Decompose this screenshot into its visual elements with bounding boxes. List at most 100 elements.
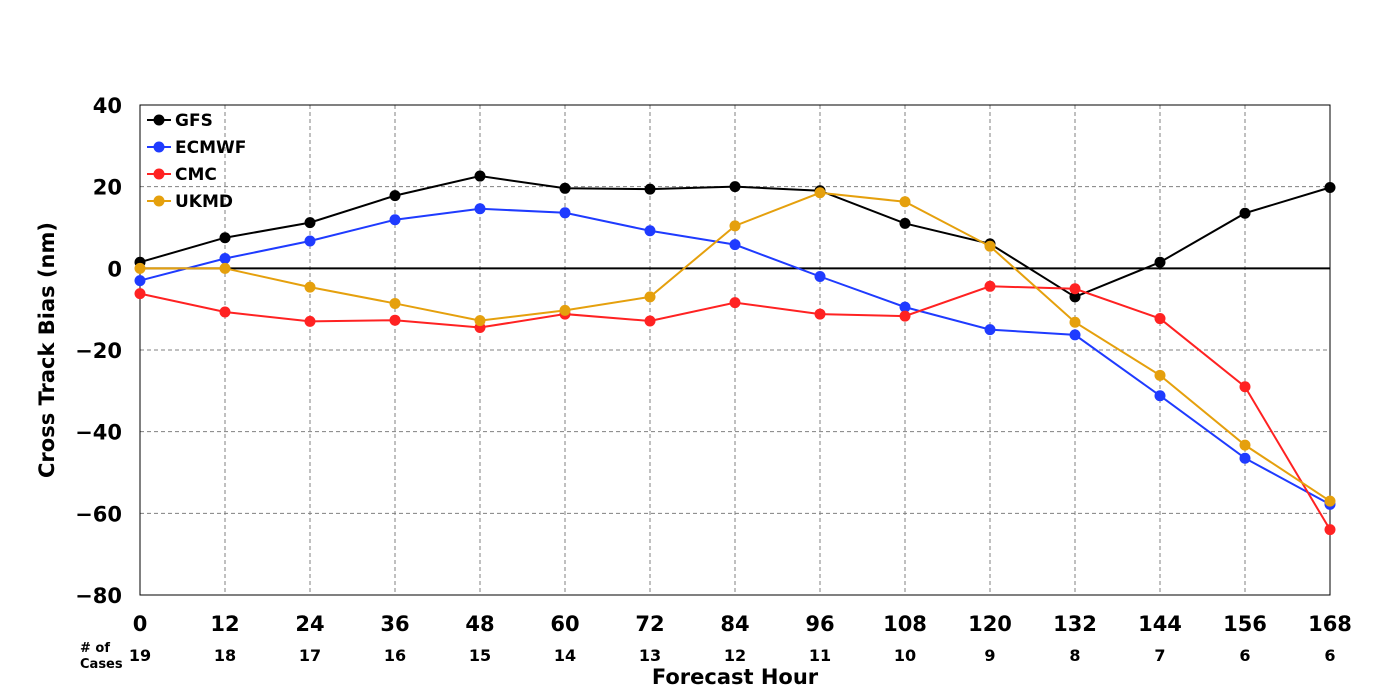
- legend-label-cmc: CMC: [175, 165, 217, 185]
- data-point-gfs-60: [559, 182, 571, 194]
- data-point-ecmwf-48: [474, 203, 486, 215]
- legend-marker-gfs: [153, 114, 165, 126]
- data-point-ukmd-132: [1069, 316, 1081, 328]
- y-tick-label: −80: [75, 584, 122, 608]
- data-point-ukmd-156: [1239, 439, 1251, 451]
- y-axis-title: Cross Track Bias (nm): [35, 222, 59, 478]
- data-point-ukmd-72: [644, 291, 656, 303]
- series-cmc: [134, 280, 1336, 536]
- data-point-ecmwf-132: [1069, 329, 1081, 341]
- case-count: 19: [129, 646, 151, 665]
- legend-item-ecmwf: ECMWF: [147, 138, 246, 158]
- case-count: 14: [554, 646, 576, 665]
- data-point-cmc-168: [1324, 524, 1336, 536]
- legend-item-cmc: CMC: [147, 165, 217, 185]
- y-tick-label: −40: [75, 421, 122, 445]
- case-count: 9: [984, 646, 995, 665]
- x-tick-label: 168: [1308, 612, 1352, 636]
- data-point-ukmd-84: [729, 220, 741, 232]
- x-tick-label: 156: [1223, 612, 1267, 636]
- data-point-ecmwf-144: [1154, 390, 1166, 402]
- data-point-ukmd-48: [474, 315, 486, 327]
- case-count: 11: [809, 646, 831, 665]
- data-point-cmc-72: [644, 315, 656, 327]
- data-point-gfs-156: [1239, 207, 1251, 219]
- data-point-ecmwf-108: [899, 301, 911, 313]
- tick-labels: 0 12 24 36 48 60 72 84 96 108 120 132 144 156 168 40 20 0…: [75, 94, 1352, 636]
- data-point-ukmd-144: [1154, 369, 1166, 381]
- data-point-gfs-24: [304, 217, 316, 229]
- legend-marker-ecmwf: [153, 141, 165, 153]
- data-point-cmc-108: [899, 310, 911, 322]
- data-point-ecmwf-60: [559, 207, 571, 219]
- data-point-gfs-48: [474, 170, 486, 182]
- grid-lines: [140, 105, 1330, 595]
- legend: GFS ECMWF CMC UKMD: [147, 111, 246, 212]
- data-point-ukmd-120: [984, 240, 996, 252]
- x-tick-label: 36: [380, 612, 409, 636]
- data-point-cmc-144: [1154, 313, 1166, 325]
- legend-marker-ukmd: [153, 195, 165, 207]
- data-point-ukmd-12: [219, 262, 231, 274]
- x-tick-label: 0: [133, 612, 148, 636]
- y-tick-label: 0: [107, 257, 122, 281]
- plot-frame: [139, 104, 1331, 596]
- data-point-cmc-120: [984, 280, 996, 292]
- series-line-gfs: [139, 175, 1331, 299]
- series-ukmd: [134, 187, 1336, 507]
- data-point-ukmd-36: [389, 297, 401, 309]
- legend-item-gfs: GFS: [147, 111, 213, 131]
- data-point-ecmwf-0: [134, 275, 146, 287]
- data-point-gfs-12: [219, 232, 231, 244]
- case-count: 18: [214, 646, 236, 665]
- legend-marker-cmc: [153, 168, 165, 180]
- data-point-ecmwf-156: [1239, 452, 1251, 464]
- data-point-ecmwf-96: [814, 271, 826, 282]
- data-point-ecmwf-72: [644, 225, 656, 237]
- case-count: 8: [1069, 646, 1080, 665]
- data-point-cmc-84: [729, 297, 741, 309]
- data-point-cmc-0: [134, 288, 146, 300]
- data-point-ecmwf-84: [729, 239, 741, 251]
- case-count: 6: [1324, 646, 1335, 665]
- data-point-ecmwf-36: [389, 214, 401, 226]
- legend-item-ukmd: UKMD: [147, 192, 233, 212]
- data-point-gfs-168: [1324, 181, 1336, 193]
- data-point-gfs-132: [1069, 291, 1081, 303]
- data-point-ukmd-0: [134, 262, 146, 274]
- data-point-gfs-72: [644, 183, 656, 195]
- case-count: 10: [894, 646, 916, 665]
- case-counts: # of Cases 19 18 17 16 15 14 13 12 11 10 9 8 7 6 6: [80, 641, 1336, 672]
- x-tick-label: 72: [635, 612, 664, 636]
- data-point-cmc-132: [1069, 283, 1081, 295]
- x-tick-label: 132: [1053, 612, 1097, 636]
- x-tick-label: 24: [295, 612, 324, 636]
- legend-label-gfs: GFS: [175, 111, 213, 131]
- data-point-ecmwf-120: [984, 324, 996, 336]
- x-tick-label: 48: [465, 612, 494, 636]
- series-layer: [134, 170, 1336, 536]
- legend-label-ukmd: UKMD: [175, 192, 233, 212]
- case-count: 12: [724, 646, 746, 665]
- x-tick-label: 96: [805, 612, 834, 636]
- case-count: 13: [639, 646, 661, 665]
- cases-title-line-2: Cases: [80, 657, 123, 672]
- case-count: 15: [469, 646, 491, 665]
- x-tick-label: 144: [1138, 612, 1182, 636]
- x-axis-title: Forecast Hour: [652, 665, 819, 689]
- y-tick-label: 20: [93, 176, 122, 200]
- x-tick-label: 108: [883, 612, 927, 636]
- data-point-gfs-108: [899, 217, 911, 229]
- data-point-ukmd-96: [814, 187, 826, 199]
- data-point-ecmwf-12: [219, 253, 231, 265]
- data-point-cmc-36: [389, 314, 401, 326]
- data-point-ukmd-60: [559, 304, 571, 316]
- case-count: 17: [299, 646, 321, 665]
- x-tick-label: 12: [210, 612, 239, 636]
- data-point-ukmd-168: [1324, 495, 1336, 507]
- y-tick-label: 40: [93, 94, 122, 118]
- series-gfs: [134, 170, 1336, 303]
- data-point-cmc-156: [1239, 381, 1251, 393]
